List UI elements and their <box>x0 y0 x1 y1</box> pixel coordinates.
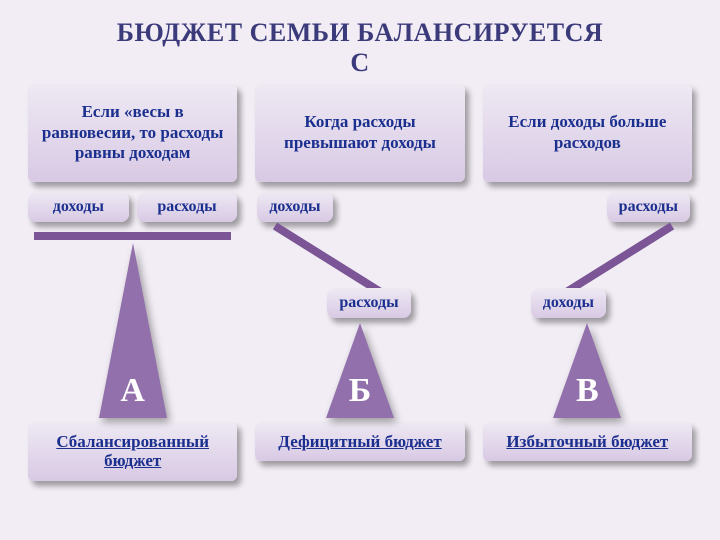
scale-b: доходы расходы Б <box>255 188 464 418</box>
page-title: БЮДЖЕТ СЕМЬИ БАЛАНСИРУЕТСЯ С <box>0 0 720 84</box>
a-beam <box>34 232 231 240</box>
b-letter: Б <box>349 372 371 410</box>
column-c: Если доходы больше расходов расходы дохо… <box>483 84 692 481</box>
a-income-pill: доходы <box>28 192 129 222</box>
b-income-pill: доходы <box>257 192 332 222</box>
description-c: Если доходы больше расходов <box>483 84 692 182</box>
description-a: Если «весы в равновесии, то расходы равн… <box>28 84 237 182</box>
result-a: Сбалансированный бюджет <box>28 422 237 481</box>
scale-a: доходы расходы А <box>28 188 237 418</box>
a-expense-pill: расходы <box>137 192 238 222</box>
a-pill-row: доходы расходы <box>28 192 237 222</box>
scale-c: расходы доходы В <box>483 188 692 418</box>
title-line-1: БЮДЖЕТ СЕМЬИ БАЛАНСИРУЕТСЯ <box>20 18 700 48</box>
result-c: Избыточный бюджет <box>483 422 692 462</box>
c-letter: В <box>576 372 599 410</box>
c-expense-pill: расходы <box>607 192 690 222</box>
title-line-2: С <box>20 48 700 78</box>
description-b: Когда расходы превышают доходы <box>255 84 464 182</box>
column-b: Когда расходы превышают доходы доходы ра… <box>255 84 464 481</box>
result-b: Дефицитный бюджет <box>255 422 464 462</box>
b-expense-pill: расходы <box>327 288 410 318</box>
columns-container: Если «весы в равновесии, то расходы равн… <box>0 84 720 481</box>
a-letter: А <box>120 372 145 410</box>
column-a: Если «весы в равновесии, то расходы равн… <box>28 84 237 481</box>
c-income-pill: доходы <box>531 288 606 318</box>
